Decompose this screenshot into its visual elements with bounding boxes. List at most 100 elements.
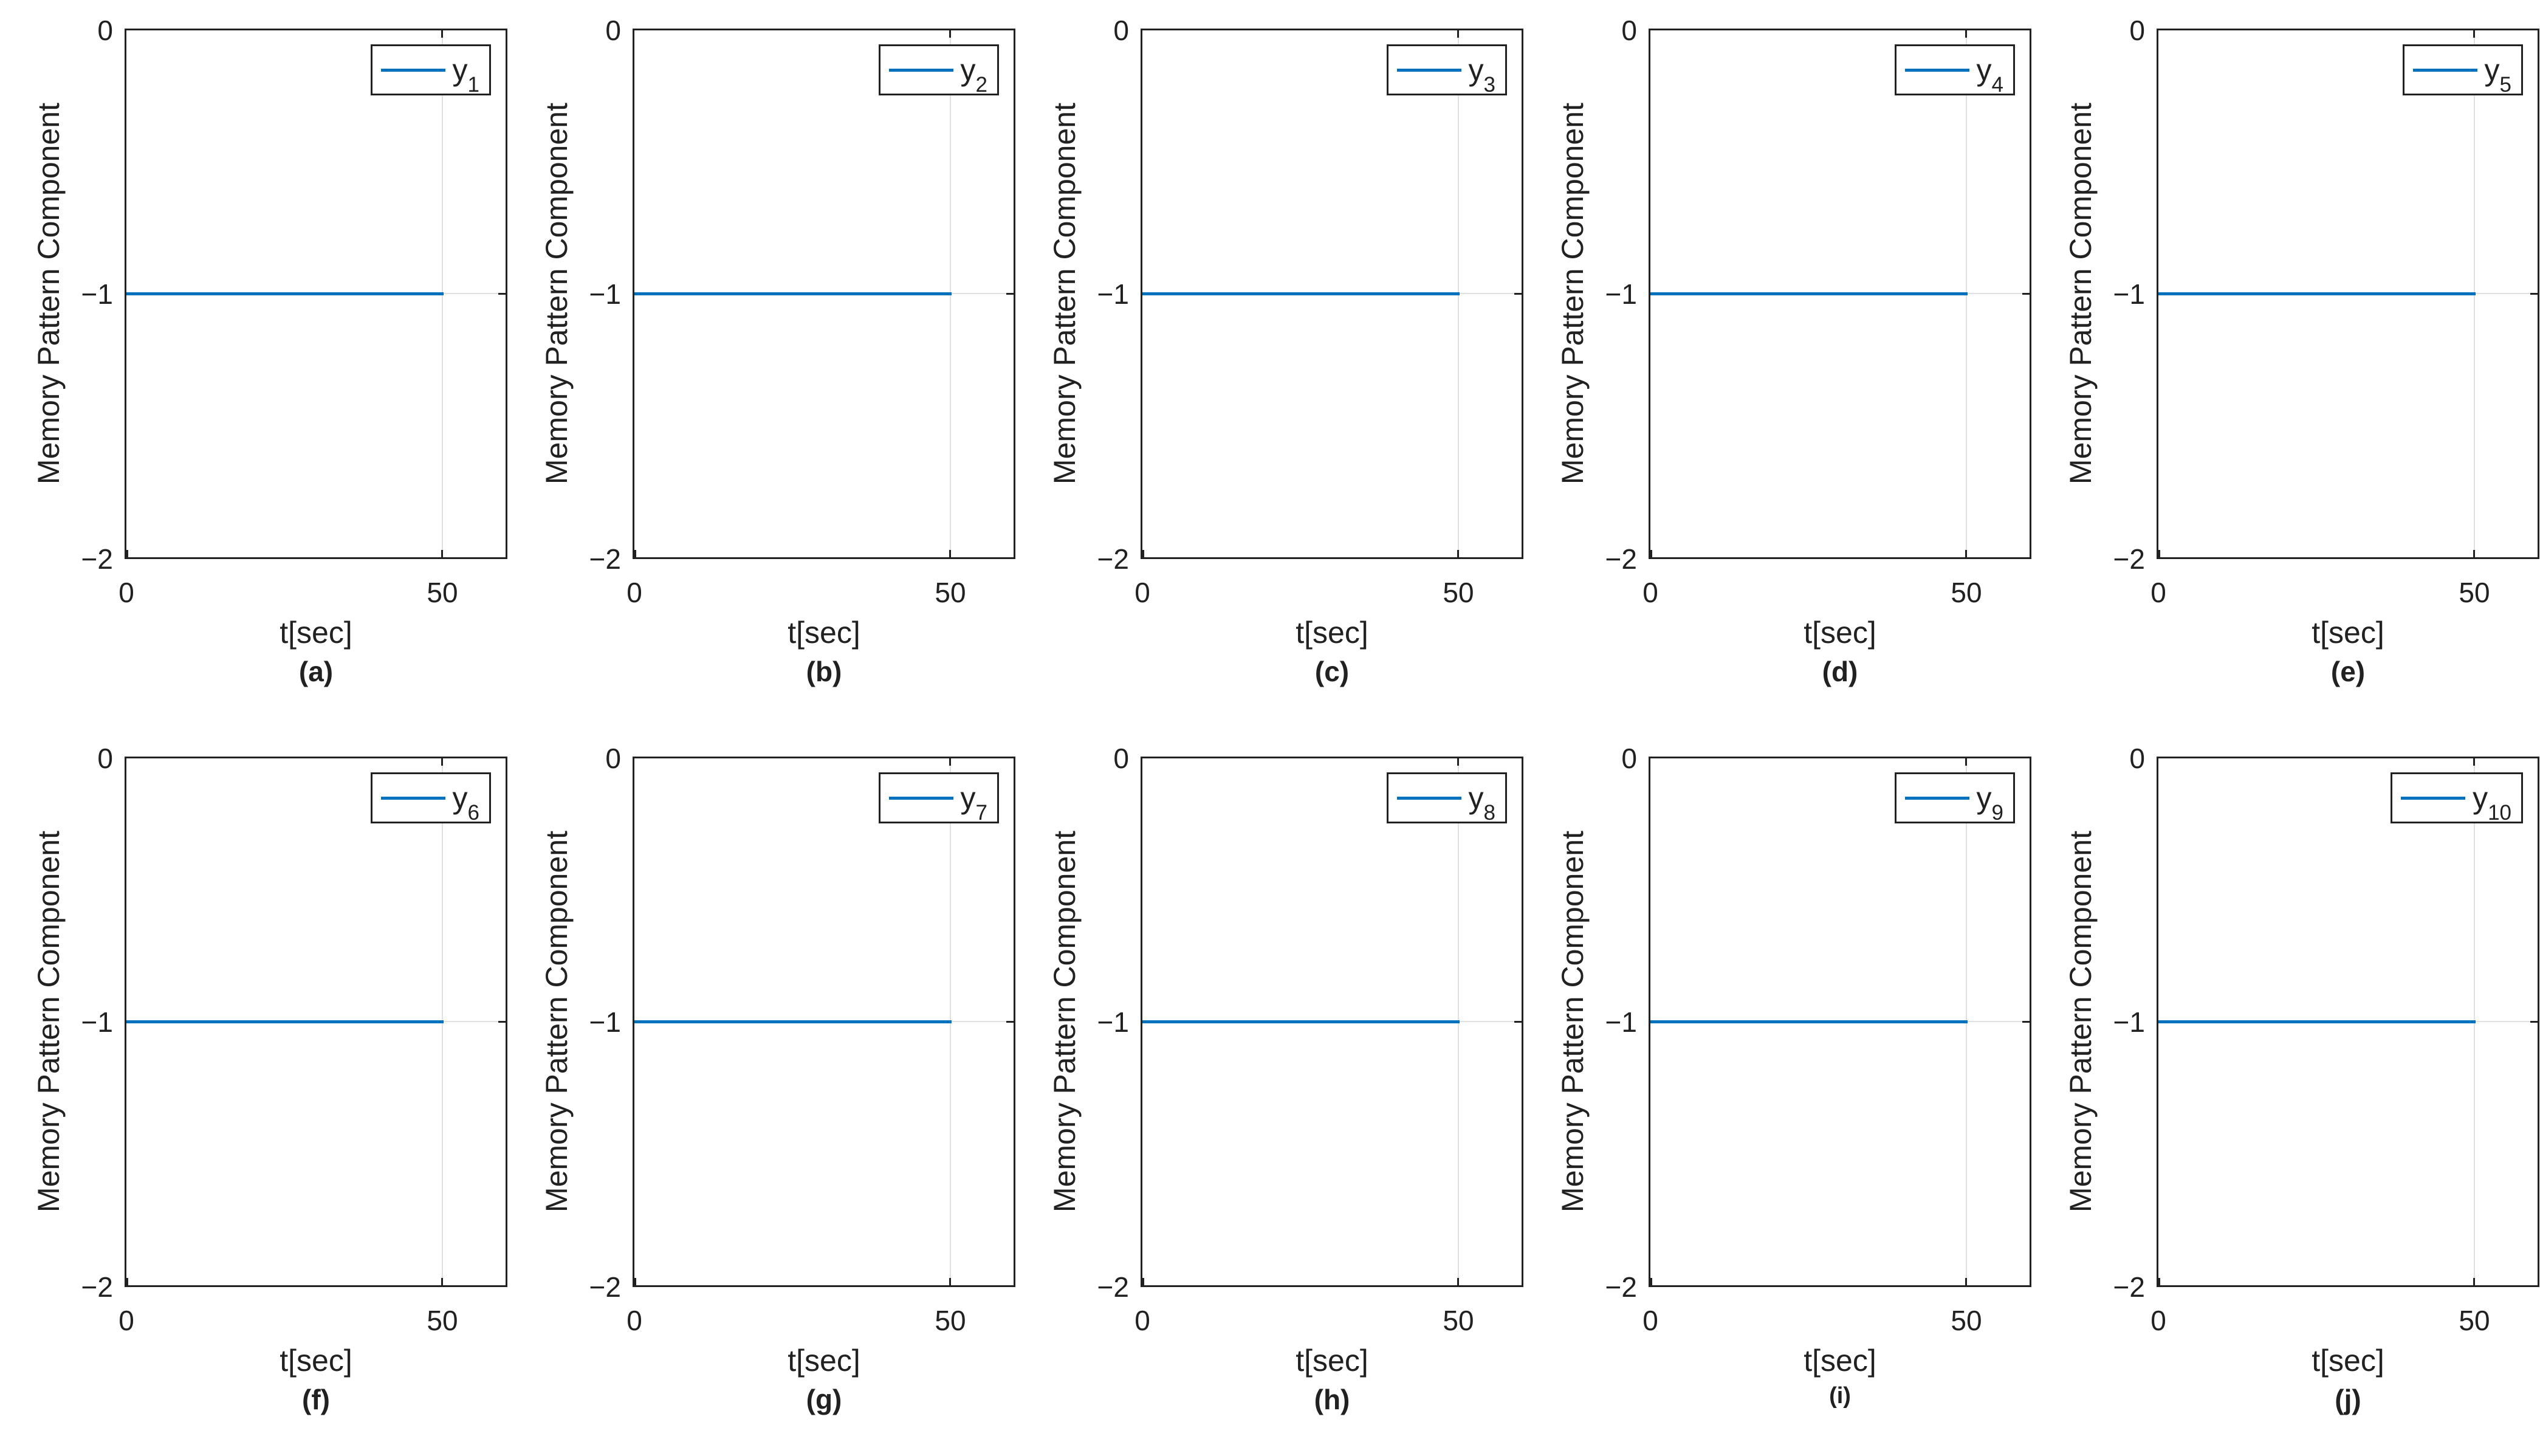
x-tick-label-0: 0 — [118, 1305, 134, 1336]
y-tick-label-minus2: −2 — [1097, 543, 1129, 575]
legend-label-base: y — [1468, 53, 1484, 87]
subplot-caption: (i) — [1829, 1383, 1851, 1409]
y-tick-label-0: 0 — [1113, 15, 1129, 46]
legend-label-subscript: 10 — [2488, 800, 2511, 825]
y-tick-label-minus1: −1 — [2113, 1006, 2145, 1038]
legend-label-base: y — [452, 53, 468, 87]
legend-label-subscript: 7 — [975, 800, 987, 825]
legend-label: y8 — [1469, 783, 1495, 823]
y-tick-label-0: 0 — [2129, 743, 2145, 774]
x-axis-label: t[sec] — [2312, 616, 2384, 650]
plot-area: y1 — [125, 29, 507, 559]
subplot-e: Memory Pattern Component 0 −1 −2 y5 0 50… — [2032, 0, 2540, 728]
legend-line-sample — [1904, 796, 1969, 800]
plot-area: y8 — [1141, 757, 1523, 1287]
y-tick-label-minus1: −1 — [81, 278, 113, 310]
y-tick-label-minus1: −1 — [589, 278, 621, 310]
legend-line-sample — [1396, 68, 1461, 72]
y-tick-label-minus1: −1 — [1097, 1006, 1129, 1038]
tick-right-minus1 — [2022, 293, 2030, 295]
legend: y5 — [2402, 44, 2523, 95]
y-tick-label-minus1: −1 — [1605, 278, 1637, 310]
legend-line-sample — [888, 796, 953, 800]
tick-right-minus1 — [1006, 1021, 1014, 1023]
legend-label-subscript: 6 — [467, 800, 479, 825]
y-tick-label-minus1: −1 — [589, 1006, 621, 1038]
legend-label: y9 — [1976, 781, 2003, 823]
tick-right-minus1 — [1514, 1021, 1522, 1023]
legend-label-subscript: 8 — [1483, 800, 1495, 825]
tick-top-50 — [1965, 30, 1967, 38]
tick-right-minus1 — [1006, 293, 1014, 295]
tick-bottom-0 — [634, 550, 636, 557]
y-tick-label-minus2: −2 — [1097, 1271, 1129, 1303]
y-tick-label-minus2: −2 — [2113, 1271, 2145, 1303]
subplot-caption: (h) — [1314, 1384, 1350, 1415]
x-tick-label-0: 0 — [1642, 577, 1658, 608]
legend-label: y3 — [1468, 53, 1495, 95]
legend: y10 — [2391, 772, 2523, 823]
legend-label: y10 — [2473, 781, 2511, 823]
tick-top-50 — [441, 30, 443, 38]
tick-bottom-0 — [126, 550, 128, 557]
legend-line-sample — [2401, 796, 2466, 800]
x-axis-label: t[sec] — [280, 1344, 352, 1378]
x-axis-label: t[sec] — [1804, 1344, 1876, 1378]
x-tick-label-0: 0 — [626, 1305, 642, 1336]
x-tick-label-50: 50 — [1951, 1305, 1982, 1336]
legend-label: y2 — [961, 55, 987, 95]
legend-label-base: y — [960, 781, 976, 815]
tick-bottom-50 — [2473, 550, 2475, 557]
legend: y3 — [1386, 44, 1507, 95]
legend-label: y5 — [2485, 55, 2511, 95]
legend-label-base: y — [452, 781, 468, 815]
legend-label-subscript: 1 — [467, 72, 479, 97]
tick-bottom-0 — [2158, 550, 2160, 557]
tick-bottom-50 — [1457, 550, 1459, 557]
y-tick-label-minus2: −2 — [2113, 543, 2145, 575]
tick-bottom-50 — [441, 550, 443, 557]
subplot-h: Memory Pattern Component 0 −1 −2 y8 0 50… — [1016, 728, 1524, 1456]
legend-label: y7 — [960, 781, 987, 823]
plot-area: y9 — [1649, 757, 2031, 1287]
x-tick-label-0: 0 — [118, 577, 134, 608]
x-tick-label-50: 50 — [427, 577, 458, 608]
tick-top-50 — [1457, 30, 1459, 38]
subplot-caption: (e) — [2330, 656, 2366, 687]
tick-bottom-50 — [949, 1278, 951, 1285]
y-tick-label-minus2: −2 — [1605, 543, 1637, 575]
tick-bottom-0 — [1142, 1278, 1144, 1285]
tick-top-50 — [2473, 758, 2475, 766]
plot-area: y3 — [1141, 29, 1523, 559]
legend-label-subscript: 9 — [1991, 800, 2003, 825]
data-line — [1650, 292, 1968, 295]
subplot-caption: (a) — [298, 656, 334, 687]
x-tick-label-50: 50 — [935, 577, 966, 608]
tick-bottom-50 — [949, 550, 951, 557]
data-line — [126, 1020, 444, 1023]
tick-bottom-50 — [441, 1278, 443, 1285]
y-tick-label-minus1: −1 — [1097, 278, 1129, 310]
x-tick-label-50: 50 — [2459, 577, 2490, 608]
tick-top-50 — [2473, 30, 2475, 38]
subplot-caption: (g) — [806, 1384, 842, 1415]
tick-bottom-0 — [1142, 550, 1144, 557]
legend-label-base: y — [1976, 781, 1992, 815]
legend-label-base: y — [2473, 781, 2488, 815]
tick-top-50 — [441, 758, 443, 766]
subplot-g: Memory Pattern Component 0 −1 −2 y7 0 50… — [508, 728, 1016, 1456]
tick-bottom-0 — [126, 1278, 128, 1285]
subplot-caption: (f) — [302, 1384, 330, 1415]
plot-area: y6 — [125, 757, 507, 1287]
legend-line-sample — [888, 68, 953, 72]
y-tick-label-0: 0 — [605, 743, 621, 774]
y-tick-label-0: 0 — [605, 15, 621, 46]
y-tick-label-0: 0 — [2129, 15, 2145, 46]
tick-bottom-50 — [2473, 1278, 2475, 1285]
tick-top-50 — [949, 758, 951, 766]
y-tick-label-minus1: −1 — [1605, 1006, 1637, 1038]
tick-bottom-0 — [634, 1278, 636, 1285]
legend-label: y1 — [452, 53, 479, 95]
y-tick-label-0: 0 — [1113, 743, 1129, 774]
y-tick-label-minus2: −2 — [81, 1271, 113, 1303]
